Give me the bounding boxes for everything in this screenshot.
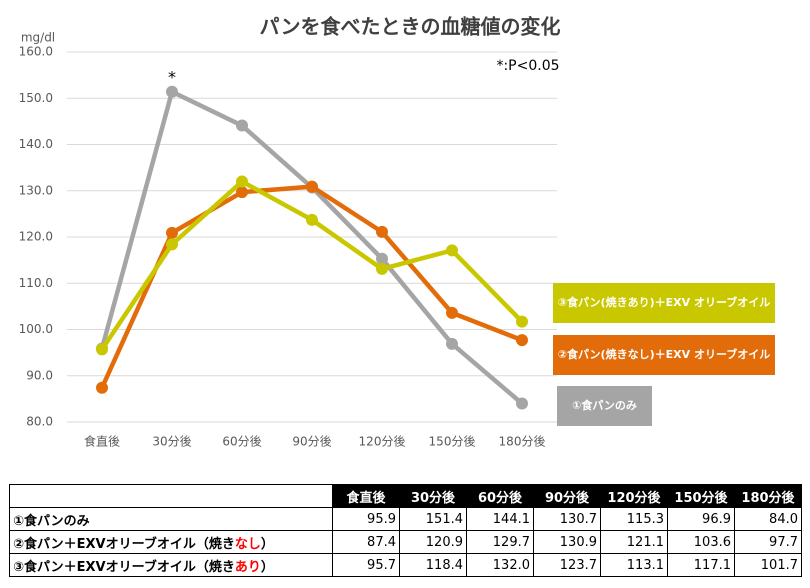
header-cell: 60分後 — [466, 484, 534, 508]
point — [306, 180, 318, 193]
table-cell: 120.9 — [399, 530, 467, 554]
y-tick-label: 90.0 — [26, 368, 53, 382]
row-label-part: なし — [234, 536, 261, 552]
y-tick-label: 100.0 — [19, 322, 53, 336]
point — [446, 306, 458, 319]
table-cell: 132.0 — [466, 553, 534, 577]
legend-label: ③食パン(焼きあり)＋EXV オリーブオイル — [558, 295, 771, 309]
row-label: ①食パンのみ — [9, 507, 333, 531]
point — [236, 119, 248, 132]
point — [166, 85, 178, 98]
point — [166, 226, 178, 239]
note: *:P<0.05 — [496, 58, 559, 74]
corner-cell — [9, 484, 333, 508]
point — [516, 315, 528, 328]
data-table: 食直後 30分後 60分後 90分後 120分後 150分後 180分後 ①食パンのみ 95.… — [9, 484, 802, 577]
table-body: ①食パンのみ 95.9 151.4 144.1 130.7 115.3 96.9 84.0 ②食… — [9, 507, 802, 577]
table-cell: 121.1 — [600, 530, 668, 554]
x-tick-label: 食直後 — [84, 434, 120, 449]
table-cell: 97.7 — [734, 530, 802, 554]
y-unit: mg/dl — [21, 31, 55, 45]
header-cell: 180分後 — [734, 484, 802, 508]
point — [236, 175, 248, 188]
table-cell: 118.4 — [399, 553, 467, 577]
header-row: 食直後 30分後 60分後 90分後 120分後 150分後 180分後 — [9, 484, 802, 508]
header-cell: 120分後 — [600, 484, 668, 508]
point — [376, 225, 388, 238]
point — [236, 186, 248, 199]
table-row: ②食パン＋EXVオリーブオイル（焼きなし） 87.4 120.9 129.7 130.9… — [9, 530, 802, 554]
row-label-part: ③食パン＋EXVオリーブオイル（焼き — [13, 559, 235, 575]
point — [376, 252, 388, 265]
point — [516, 397, 528, 410]
x-tick-label: 60分後 — [222, 435, 261, 449]
row-label: ②食パン＋EXVオリーブオイル（焼きなし） — [9, 530, 333, 554]
table-cell: 115.3 — [600, 507, 668, 531]
point — [376, 262, 388, 275]
y-tick-label: 110.0 — [19, 276, 53, 290]
y-tick-label: 160.0 — [19, 45, 53, 59]
legend-box — [553, 283, 775, 323]
point — [446, 337, 458, 350]
chart-title: パンを食べたときの血糖値の変化 — [260, 15, 561, 39]
table-cell: 129.7 — [466, 530, 534, 554]
y-tick-label: 80.0 — [26, 415, 53, 429]
legend-label: ①食パンのみ — [572, 398, 637, 412]
x-tick-label: 150分後 — [429, 435, 476, 449]
point — [446, 244, 458, 257]
table-cell: 96.9 — [667, 507, 735, 531]
significance-marker: * — [168, 67, 176, 86]
table-cell: 151.4 — [399, 507, 467, 531]
table-cell: 144.1 — [466, 507, 534, 531]
row-label-part: ） — [260, 536, 274, 552]
legend-entry: ③食パン(焼きあり)＋EXV オリーブオイル — [553, 283, 775, 323]
y-tick-label: 150.0 — [19, 91, 53, 105]
header-cell: 150分後 — [667, 484, 735, 508]
x-tick-label: 30分後 — [152, 435, 191, 449]
header-cell: 食直後 — [332, 484, 400, 508]
point — [166, 238, 178, 251]
series-line — [100, 179, 524, 351]
table-cell: 117.1 — [667, 553, 735, 577]
table-cell: 87.4 — [332, 530, 400, 554]
table-row: ①食パンのみ 95.9 151.4 144.1 130.7 115.3 96.9 84.0 — [9, 507, 802, 531]
x-tick-label: 180分後 — [499, 435, 546, 449]
table-cell: 130.7 — [533, 507, 601, 531]
x-tick-label: 90分後 — [292, 435, 331, 449]
legend-box — [553, 335, 775, 375]
table-cell: 101.7 — [734, 553, 802, 577]
table-row: ③食パン＋EXVオリーブオイル（焼きあり） 95.7 118.4 132.0 123.7… — [9, 553, 802, 577]
point — [306, 213, 318, 226]
legend-label: ②食パン(焼きなし)＋EXV オリーブオイル — [558, 347, 771, 361]
table-cell: 95.9 — [332, 507, 400, 531]
header-cell: 90分後 — [533, 484, 601, 508]
table-cell: 103.6 — [667, 530, 735, 554]
row-label-part: ②食パン＋EXVオリーブオイル（焼き — [13, 536, 235, 552]
x-tick-label: 120分後 — [359, 435, 406, 449]
legend-box — [557, 386, 652, 426]
row-label-part: あり — [234, 559, 261, 575]
row-label-part: ①食パンのみ — [13, 513, 90, 529]
point — [516, 334, 528, 347]
row-label-part: ） — [260, 559, 274, 575]
y-tick-label: 120.0 — [19, 230, 53, 244]
table-cell: 130.9 — [533, 530, 601, 554]
point — [96, 381, 108, 394]
header-cell: 30分後 — [399, 484, 467, 508]
point — [96, 343, 108, 356]
table-cell: 84.0 — [734, 507, 802, 531]
row-label: ③食パン＋EXVオリーブオイル（焼きあり） — [9, 553, 333, 577]
table-cell: 113.1 — [600, 553, 668, 577]
table-cell: 123.7 — [533, 553, 601, 577]
y-tick-label: 140.0 — [19, 137, 53, 151]
table-cell: 95.7 — [332, 553, 400, 577]
legend-entry: ①食パンのみ — [557, 386, 652, 426]
chart: パンを食べたときの血糖値の変化 mg/dl *:P<0.05 80.0 90.0 1… — [19, 15, 775, 449]
y-tick-label: 130.0 — [19, 183, 53, 197]
legend-entry: ②食パン(焼きなし)＋EXV オリーブオイル — [553, 335, 775, 375]
